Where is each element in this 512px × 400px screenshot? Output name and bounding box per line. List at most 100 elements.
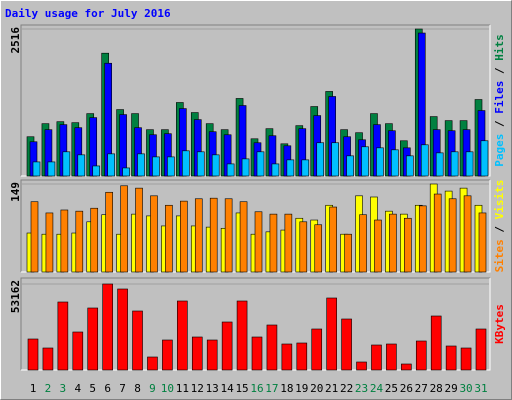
bar xyxy=(90,207,99,273)
bar xyxy=(480,140,489,177)
bar xyxy=(105,191,113,273)
legend-entry: Hits xyxy=(493,34,506,61)
legend-entry: Visits xyxy=(493,180,506,220)
bar xyxy=(206,339,218,371)
bar xyxy=(359,214,367,273)
bar xyxy=(135,187,143,273)
bar xyxy=(299,221,308,273)
bar xyxy=(331,142,339,177)
x-tick-label: 20 xyxy=(310,382,323,395)
x-tick-label: 23 xyxy=(355,382,368,395)
x-tick-label: 19 xyxy=(295,382,308,395)
bar xyxy=(256,151,265,177)
bevel xyxy=(20,277,490,370)
legend: Pages / Files / Hits xyxy=(493,34,506,167)
bar xyxy=(269,213,278,273)
x-tick-label: 21 xyxy=(325,382,338,395)
y-tick-label: 53162 xyxy=(9,280,22,313)
bar xyxy=(389,213,397,273)
bar xyxy=(281,343,293,371)
x-tick-label: 17 xyxy=(265,382,278,395)
bar xyxy=(62,151,71,177)
bar xyxy=(177,300,188,371)
x-tick-label: 2 xyxy=(45,382,52,395)
bar xyxy=(209,197,218,273)
bar xyxy=(296,342,308,371)
bar xyxy=(132,310,143,371)
bar xyxy=(314,224,323,273)
bar xyxy=(180,200,188,273)
bar xyxy=(92,165,101,177)
bar xyxy=(162,339,173,371)
bar xyxy=(344,233,352,273)
x-tick-label: 11 xyxy=(176,382,189,395)
bar xyxy=(271,163,280,177)
x-tick-label: 6 xyxy=(104,382,111,395)
bar xyxy=(386,343,397,371)
bar xyxy=(286,159,295,177)
bar xyxy=(72,331,84,371)
bar xyxy=(445,345,457,371)
bar xyxy=(45,212,54,273)
x-tick-label: 8 xyxy=(134,382,141,395)
bar xyxy=(120,185,128,273)
legend-entry: Files xyxy=(493,81,506,114)
bar xyxy=(27,338,39,371)
bar xyxy=(406,155,414,177)
bar xyxy=(211,154,220,177)
bar xyxy=(152,156,160,177)
legend-separator: / xyxy=(493,61,506,81)
bar xyxy=(418,205,427,273)
x-tick-label: 12 xyxy=(191,382,204,395)
bar xyxy=(57,301,69,371)
bar xyxy=(167,156,175,177)
bar xyxy=(77,154,86,177)
bar xyxy=(356,361,367,371)
bar xyxy=(361,146,369,177)
y-tick-label: 2516 xyxy=(9,27,22,54)
bar xyxy=(326,297,337,371)
bar xyxy=(119,114,127,177)
x-tick-label: 16 xyxy=(250,382,263,395)
bar xyxy=(266,324,278,371)
x-tick-label: 22 xyxy=(340,382,353,395)
bar xyxy=(102,283,113,371)
bar xyxy=(311,328,323,371)
bar xyxy=(224,198,233,273)
legend-separator: / xyxy=(493,114,506,134)
x-tick-label: 27 xyxy=(415,382,428,395)
bar xyxy=(191,336,203,371)
bar xyxy=(147,356,158,371)
bar xyxy=(284,213,293,273)
bar xyxy=(478,212,487,273)
x-tick-label: 24 xyxy=(370,382,384,395)
bar xyxy=(404,217,412,273)
bar xyxy=(75,210,84,273)
bar xyxy=(226,163,235,177)
x-tick-label: 28 xyxy=(430,382,443,395)
bar xyxy=(117,288,128,371)
bar xyxy=(165,204,173,273)
bar xyxy=(60,209,69,273)
bar xyxy=(182,150,190,177)
x-tick-label: 7 xyxy=(119,382,126,395)
bar xyxy=(341,318,352,371)
bar xyxy=(475,328,487,371)
y-tick-label: 149 xyxy=(9,182,22,202)
bar xyxy=(32,161,41,177)
bar xyxy=(196,151,205,177)
bar xyxy=(251,336,263,371)
bar xyxy=(42,347,54,371)
x-tick-label: 1 xyxy=(30,382,37,395)
x-tick-label: 15 xyxy=(235,382,248,395)
bar xyxy=(346,155,354,177)
bar xyxy=(448,198,457,273)
bar xyxy=(137,153,145,177)
x-tick-label: 5 xyxy=(89,382,96,395)
bar xyxy=(401,363,412,371)
bar xyxy=(316,142,325,177)
bar xyxy=(460,347,472,371)
chart-title: Daily usage for July 2016 xyxy=(5,7,171,20)
